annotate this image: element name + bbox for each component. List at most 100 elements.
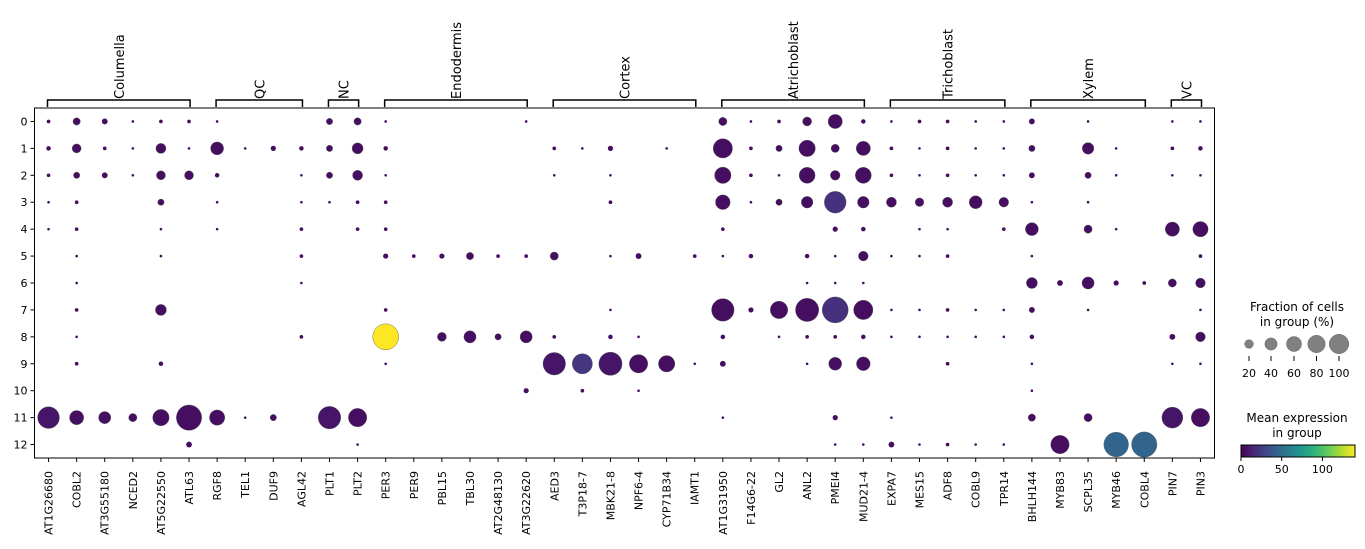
dot-mark — [1002, 174, 1006, 177]
y-tick-label: 3 — [21, 196, 28, 209]
size-legend-dot — [1286, 336, 1302, 352]
dot-mark — [1199, 174, 1202, 177]
dot-mark — [1191, 408, 1210, 428]
dot-mark — [918, 174, 921, 177]
dot-mark — [749, 146, 753, 151]
dot-mark — [209, 409, 226, 426]
dot-mark — [187, 119, 191, 124]
dot-mark — [1161, 406, 1184, 429]
dot-mark — [832, 415, 838, 421]
dot-mark — [945, 146, 950, 151]
dot-mark — [131, 120, 135, 123]
dot-mark — [830, 144, 840, 153]
dot-mark — [856, 356, 871, 371]
group-bracket — [552, 99, 697, 107]
dot-mark — [71, 143, 82, 154]
dot-mark — [853, 300, 874, 320]
y-tick-label: 7 — [21, 304, 28, 317]
dot-mark — [186, 441, 192, 448]
dot-mark — [157, 198, 165, 206]
dot-mark — [718, 117, 728, 126]
dot-mark — [383, 227, 388, 231]
dot-mark — [1050, 435, 1070, 454]
colorbar-bar — [1240, 444, 1356, 458]
size-legend-title: Fraction of cells — [1250, 300, 1344, 314]
dot-mark — [383, 253, 389, 259]
dot-mark — [775, 145, 783, 152]
dot-mark — [1026, 277, 1038, 289]
y-tick-label: 0 — [21, 115, 28, 128]
dot-mark — [269, 414, 277, 421]
dot-mark — [72, 117, 81, 126]
dot-mark — [299, 335, 304, 339]
colorbar-tick-label: 50 — [1275, 463, 1289, 476]
x-tick-label: DUF9 — [267, 471, 280, 501]
x-tick-label: RGF8 — [211, 471, 224, 501]
x-tick-label: T3P18-7 — [576, 471, 589, 517]
x-tick-label: IAMT1 — [689, 471, 702, 505]
x-tick-label: ATL63 — [183, 471, 196, 505]
dot-mark — [1030, 362, 1034, 366]
dot-mark — [918, 443, 921, 446]
dot-mark — [748, 307, 754, 313]
dot-mark — [372, 323, 399, 351]
dot-mark — [1169, 333, 1176, 340]
dot-mark — [159, 119, 163, 124]
dot-mark — [1171, 174, 1174, 177]
dot-mark — [918, 254, 921, 258]
dot-mark — [437, 332, 447, 342]
x-tick-label: AT1G26680 — [43, 471, 56, 535]
dot-mark — [128, 413, 138, 422]
dot-mark — [855, 141, 871, 156]
x-tick-label: AT2G48130 — [492, 471, 505, 535]
dot-mark — [1170, 146, 1175, 151]
colorbar-title: in group — [1272, 426, 1322, 440]
dot-mark — [1083, 413, 1093, 422]
dot-mark — [326, 145, 333, 152]
dot-mark — [801, 196, 814, 209]
dot-mark — [886, 196, 897, 208]
dot-mark — [523, 388, 529, 394]
dot-mark — [101, 118, 108, 125]
x-tick-label: AED3 — [548, 471, 561, 501]
x-tick-label: AT1G31950 — [717, 471, 730, 535]
dot-mark — [318, 406, 341, 430]
dot-mark — [552, 174, 556, 177]
dot-mark — [974, 147, 977, 150]
dot-mark — [214, 173, 220, 178]
dot-mark — [914, 197, 925, 207]
dot-mark — [749, 173, 753, 178]
x-tick-label: NPF6-4 — [633, 471, 646, 510]
dot-mark — [1082, 142, 1095, 155]
dot-mark — [215, 120, 219, 123]
x-tick-label: AT3G55180 — [99, 471, 112, 535]
dot-mark — [580, 388, 585, 393]
x-tick-label: TEL1 — [239, 471, 252, 499]
group-bracket — [327, 99, 360, 107]
dot-mark — [607, 145, 614, 151]
dot-mark — [693, 362, 697, 366]
y-tick-label: 8 — [21, 331, 28, 344]
dot-mark — [69, 410, 84, 425]
group-label: VC — [1180, 81, 1195, 99]
dot-mark — [968, 195, 983, 209]
dot-mark — [890, 416, 893, 419]
x-tick-label: COBL4 — [1138, 471, 1151, 508]
dot-mark — [1002, 335, 1006, 339]
dot-mark — [1198, 254, 1203, 258]
dot-mark — [918, 308, 921, 312]
dot-mark — [715, 194, 731, 210]
group-bracket — [889, 99, 1006, 107]
dot-mark — [549, 251, 559, 261]
dot-mark — [889, 146, 894, 151]
dot-mark — [353, 117, 362, 126]
x-tick-label: MUD21-4 — [857, 471, 870, 522]
dot-mark — [1028, 145, 1036, 152]
dot-mark — [608, 200, 613, 205]
size-legend-title: in group (%) — [1260, 315, 1334, 329]
dot-mark — [326, 118, 333, 125]
x-tick-label: MES15 — [914, 471, 927, 508]
size-legend-tick-label: 20 — [1242, 367, 1256, 380]
dot-mark — [463, 330, 477, 344]
dot-mark — [355, 200, 360, 205]
